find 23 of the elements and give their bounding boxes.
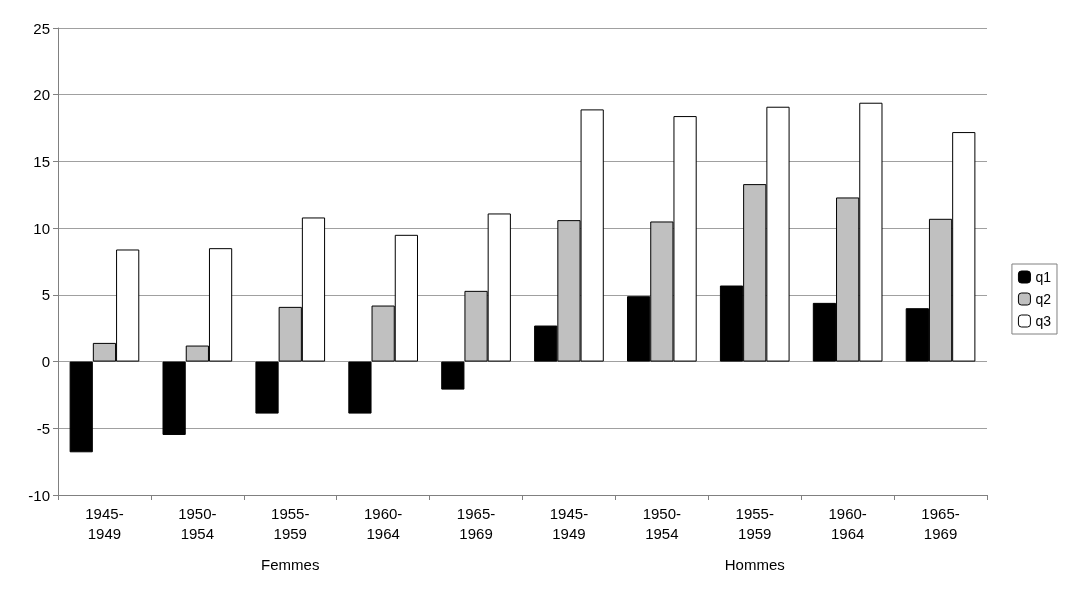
y-tick-label: 20 bbox=[33, 86, 50, 104]
x-tick-label: 1955-1959 bbox=[271, 504, 310, 542]
legend-label: q1 bbox=[1035, 269, 1052, 285]
y-tick-label: 15 bbox=[33, 152, 50, 170]
legend-label: q3 bbox=[1035, 313, 1052, 329]
x-tick-label: 1945-1949 bbox=[549, 504, 589, 542]
legend-label: q2 bbox=[1035, 291, 1052, 307]
x-tick-label: 1960-1964 bbox=[363, 504, 403, 542]
x-tick-label: 1950-1954 bbox=[642, 504, 682, 542]
x-tick-label: 1965-1969 bbox=[456, 504, 496, 542]
text: Hommes bbox=[724, 556, 785, 573]
text: Femmes bbox=[261, 556, 320, 573]
y-tick-label: -10 bbox=[28, 486, 50, 504]
y-tick-label: -5 bbox=[36, 419, 50, 437]
y-tick-label: 10 bbox=[33, 219, 50, 237]
y-tick-label: 0 bbox=[41, 353, 50, 371]
x-tick-label: 1950-1954 bbox=[178, 504, 217, 542]
y-tick-label: 25 bbox=[33, 19, 50, 37]
x-tick-label: 1965-1969 bbox=[921, 504, 960, 542]
x-tick-label: 1955-1959 bbox=[735, 504, 774, 542]
x-tick-label: 1960-1964 bbox=[828, 504, 867, 542]
y-tick-label: 5 bbox=[41, 286, 50, 304]
x-tick-label: 1945-1949 bbox=[85, 504, 124, 542]
